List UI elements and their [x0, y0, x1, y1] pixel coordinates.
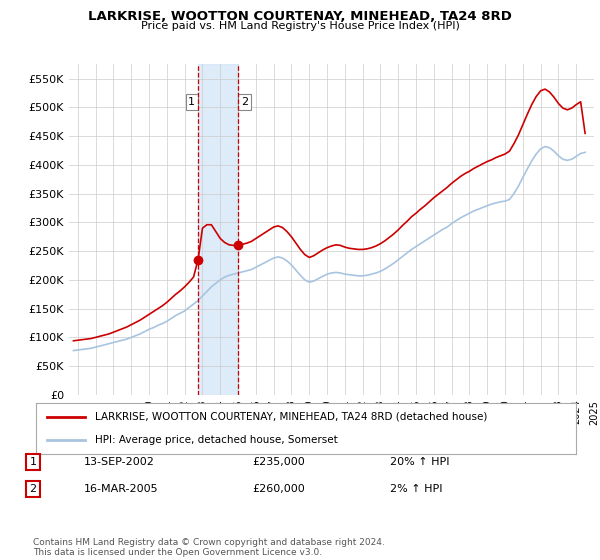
Text: 2: 2 — [241, 97, 248, 107]
Text: 2% ↑ HPI: 2% ↑ HPI — [390, 484, 443, 494]
Text: HPI: Average price, detached house, Somerset: HPI: Average price, detached house, Some… — [95, 435, 338, 445]
Text: LARKRISE, WOOTTON COURTENAY, MINEHEAD, TA24 8RD (detached house): LARKRISE, WOOTTON COURTENAY, MINEHEAD, T… — [95, 412, 488, 422]
Text: 20% ↑ HPI: 20% ↑ HPI — [390, 457, 449, 467]
Text: Contains HM Land Registry data © Crown copyright and database right 2024.
This d: Contains HM Land Registry data © Crown c… — [33, 538, 385, 557]
Text: LARKRISE, WOOTTON COURTENAY, MINEHEAD, TA24 8RD: LARKRISE, WOOTTON COURTENAY, MINEHEAD, T… — [88, 10, 512, 22]
Text: £235,000: £235,000 — [252, 457, 305, 467]
Text: 1: 1 — [29, 457, 37, 467]
Text: Price paid vs. HM Land Registry's House Price Index (HPI): Price paid vs. HM Land Registry's House … — [140, 21, 460, 31]
Text: £260,000: £260,000 — [252, 484, 305, 494]
Text: 16-MAR-2005: 16-MAR-2005 — [84, 484, 158, 494]
Bar — [198, 64, 238, 395]
Text: 13-SEP-2002: 13-SEP-2002 — [84, 457, 155, 467]
Text: 1: 1 — [188, 97, 195, 107]
Text: 2: 2 — [29, 484, 37, 494]
